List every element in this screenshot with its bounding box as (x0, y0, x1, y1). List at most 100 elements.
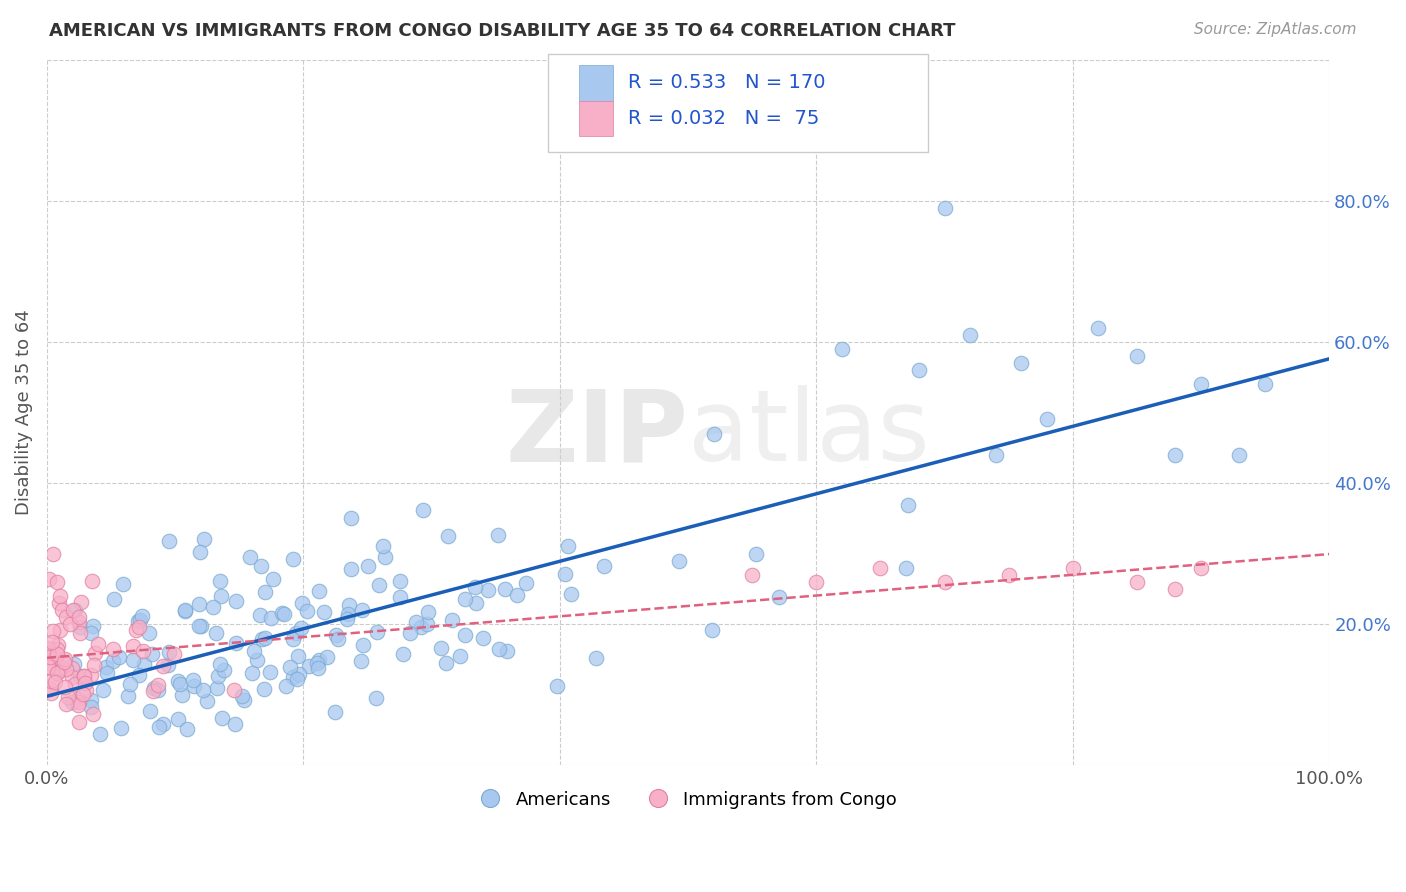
Point (127, 615, 149, 629)
Point (120, 677, 142, 691)
Point (72, 687, 94, 701)
Point (287, 648, 309, 663)
Point (152, 717, 174, 731)
Point (38, 572, 60, 586)
Point (312, 605, 335, 619)
Point (291, 596, 314, 610)
Point (48, 662, 70, 676)
Point (124, 624, 146, 638)
Point (409, 620, 432, 634)
Point (167, 712, 190, 726)
Point (148, 720, 170, 734)
Point (209, 574, 232, 589)
Point (224, 716, 246, 731)
Point (290, 621, 312, 635)
Point (495, 643, 517, 657)
Point (242, 644, 264, 658)
Point (80, 668, 103, 682)
Point (51, 603, 73, 617)
Point (298, 659, 321, 673)
Point (152, 659, 174, 673)
Point (472, 631, 495, 645)
Point (66, 692, 89, 706)
Point (159, 533, 181, 548)
Point (1126, 349, 1149, 363)
Point (55, 610, 77, 624)
Point (246, 652, 269, 666)
Point (745, 547, 768, 561)
Point (1126, 574, 1149, 589)
Point (430, 641, 453, 656)
Point (128, 613, 150, 627)
Point (69, 669, 91, 683)
Point (138, 625, 160, 640)
Point (80, 700, 103, 714)
Point (1229, 448, 1251, 462)
Point (82, 706, 104, 721)
Point (146, 678, 169, 692)
Point (132, 644, 155, 658)
Point (465, 596, 488, 610)
Point (231, 690, 253, 704)
Point (96, 665, 118, 680)
Point (278, 660, 301, 674)
Point (350, 603, 373, 617)
Point (337, 607, 360, 622)
Point (41, 635, 63, 649)
Point (91, 682, 114, 697)
Point (412, 503, 434, 517)
Point (69, 620, 91, 634)
Point (232, 693, 254, 707)
Point (89, 726, 111, 740)
Point (44, 675, 66, 690)
Text: R = 0.533   N = 170: R = 0.533 N = 170 (628, 73, 825, 93)
Point (434, 656, 457, 670)
Point (108, 650, 131, 665)
Point (307, 661, 329, 675)
Point (39, 681, 62, 696)
Point (398, 625, 420, 640)
Point (700, 623, 723, 637)
Point (70, 595, 93, 609)
Point (934, 574, 956, 589)
Text: atlas: atlas (688, 385, 929, 482)
Point (163, 647, 186, 661)
Point (41, 673, 63, 688)
Point (62, 603, 84, 617)
Point (55, 697, 77, 711)
Point (494, 582, 516, 596)
Point (284, 625, 307, 640)
Point (169, 677, 191, 691)
Point (339, 599, 361, 613)
Point (389, 574, 412, 588)
Point (224, 683, 246, 698)
Point (84, 646, 107, 660)
Point (131, 609, 153, 624)
Point (554, 566, 576, 581)
Point (741, 567, 763, 582)
Point (668, 553, 690, 567)
Point (195, 693, 218, 707)
Point (546, 680, 568, 694)
Point (69, 625, 91, 640)
Point (249, 608, 271, 623)
Point (254, 585, 277, 599)
Point (934, 201, 956, 215)
Point (254, 632, 277, 646)
Point (806, 574, 828, 589)
Point (60, 661, 83, 675)
Point (122, 639, 145, 653)
Point (48, 665, 70, 680)
Point (225, 636, 247, 650)
Point (48, 589, 70, 603)
Point (172, 688, 194, 702)
Point (55, 662, 77, 676)
Point (63, 657, 86, 671)
Point (273, 607, 295, 621)
Point (39, 686, 62, 700)
Point (181, 673, 204, 688)
Point (250, 632, 273, 646)
Point (897, 498, 920, 512)
Point (190, 619, 212, 633)
Point (209, 589, 232, 603)
